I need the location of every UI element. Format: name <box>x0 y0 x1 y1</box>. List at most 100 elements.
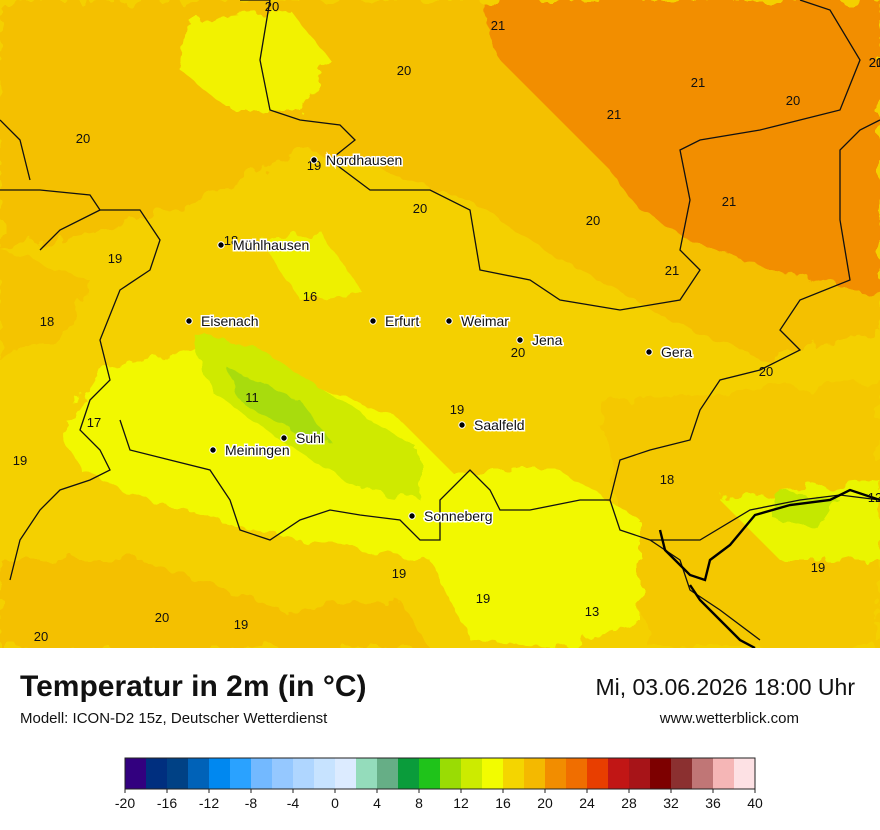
city-label: Gera <box>661 344 692 360</box>
temperature-value: 18 <box>224 233 238 248</box>
legend-tick-label: 32 <box>663 795 679 811</box>
city-label: Erfurt <box>385 313 419 329</box>
city-dot-1 <box>217 241 225 249</box>
temperature-value: 21 <box>722 194 736 209</box>
legend-swatch <box>629 758 651 789</box>
temperature-value: 19 <box>392 566 406 581</box>
legend-tick-label: 24 <box>579 795 595 811</box>
city-label: Weimar <box>461 313 509 329</box>
legend-swatch <box>230 758 252 789</box>
city-dot-3 <box>369 317 377 325</box>
temperature-value: 21 <box>691 75 705 90</box>
city-markers: Nordhausen Mühlhausen Eisenach Erfurt Weimar… <box>185 151 694 526</box>
legend-swatch <box>545 758 567 789</box>
footer: Temperatur in 2m (in °C) Modell: ICON-D2… <box>0 648 880 830</box>
temperature-value: 20 <box>759 364 773 379</box>
temperature-value: 21 <box>491 18 505 33</box>
city-label: Nordhausen <box>326 152 402 168</box>
city-dot-5 <box>516 336 524 344</box>
temperature-value: 19 <box>234 617 248 632</box>
state-border <box>0 0 880 641</box>
temperature-value: 18 <box>660 472 674 487</box>
city-label: Meiningen <box>225 442 290 458</box>
city-dot-4 <box>445 317 453 325</box>
temperature-value: 20 <box>155 610 169 625</box>
legend-tick-label: 12 <box>453 795 469 811</box>
legend-swatch <box>440 758 462 789</box>
temperature-value: 16 <box>303 289 317 304</box>
city-dot-8 <box>209 446 217 454</box>
temperature-value: 21 <box>665 263 679 278</box>
temperature-value: 20 <box>511 345 525 360</box>
country-border <box>658 488 880 648</box>
map-title: Temperatur in 2m (in °C) <box>20 670 367 703</box>
legend-swatch <box>482 758 504 789</box>
color-legend: -20 -16 -12 -8 -4 0 4 8 12 16 20 24 28 32 36 40 <box>115 757 763 811</box>
city-dot-9 <box>458 421 466 429</box>
legend-swatch <box>167 758 189 789</box>
temperature-labels: 2021202121202021192020182119161820201119… <box>13 0 880 644</box>
city-dot-2 <box>185 317 193 325</box>
city-label: Saalfeld <box>474 417 525 433</box>
legend-tick-label: 28 <box>621 795 637 811</box>
temperature-value: 21 <box>607 107 621 122</box>
forecast-datetime: Mi, 03.06.2026 18:00 Uhr <box>595 674 855 700</box>
city-dot-7 <box>280 434 288 442</box>
temperature-value: 17 <box>87 415 101 430</box>
legend-tick-label: -16 <box>157 795 177 811</box>
temperature-value: 13 <box>585 604 599 619</box>
temperature-value: 21 <box>869 55 880 70</box>
legend-swatch <box>671 758 693 789</box>
legend-swatch <box>608 758 630 789</box>
city-label: Jena <box>532 332 563 348</box>
legend-tick-label: -12 <box>199 795 219 811</box>
temperature-value: 12 <box>868 490 880 505</box>
temperature-value: 20 <box>76 131 90 146</box>
legend-swatch <box>209 758 231 789</box>
temperature-value: 19 <box>450 402 464 417</box>
city-dot-0 <box>310 156 318 164</box>
legend-swatch <box>566 758 588 789</box>
city-label: Suhl <box>296 430 324 446</box>
temperature-value: 20 <box>265 0 279 14</box>
legend-swatch <box>314 758 336 789</box>
legend-swatch <box>713 758 735 789</box>
legend-tick-label: 40 <box>747 795 763 811</box>
legend-frame <box>124 757 756 790</box>
legend-tick-label: -8 <box>245 795 258 811</box>
legend-swatch <box>125 758 147 789</box>
city-dot-10 <box>408 512 416 520</box>
temperature-value: 19 <box>476 591 490 606</box>
legend-swatch <box>419 758 441 789</box>
temperature-value: 20 <box>586 213 600 228</box>
legend-swatch <box>461 758 483 789</box>
legend-tick-label: 16 <box>495 795 511 811</box>
city-dot-6 <box>645 348 653 356</box>
legend-swatch <box>503 758 525 789</box>
model-info: Modell: ICON-D2 15z, Deutscher Wetterdie… <box>20 710 328 727</box>
city-label: Eisenach <box>201 313 259 329</box>
legend-swatch <box>293 758 315 789</box>
temperature-value: 20 <box>413 201 427 216</box>
temperature-map: 2021202121202021192020182119161820201119… <box>0 0 880 648</box>
legend-swatch <box>251 758 273 789</box>
legend-swatch <box>734 758 756 789</box>
temperature-value: 19 <box>108 251 122 266</box>
legend-swatch <box>650 758 672 789</box>
temperature-value: 19 <box>811 560 825 575</box>
legend-swatch <box>524 758 546 789</box>
legend-swatch <box>188 758 210 789</box>
legend-swatch <box>335 758 357 789</box>
temperature-value: 20 <box>869 55 880 70</box>
website-link[interactable]: www.wetterblick.com <box>659 710 799 727</box>
legend-swatch <box>377 758 399 789</box>
temperature-value: 19 <box>307 158 321 173</box>
legend-tick-label: -4 <box>287 795 300 811</box>
legend-tick-label: 36 <box>705 795 721 811</box>
legend-swatch <box>692 758 714 789</box>
city-label: Sonneberg <box>424 508 493 524</box>
legend-swatch <box>587 758 609 789</box>
legend-swatch <box>146 758 168 789</box>
temperature-value: 20 <box>34 629 48 644</box>
temperature-value: 11 <box>245 390 259 405</box>
